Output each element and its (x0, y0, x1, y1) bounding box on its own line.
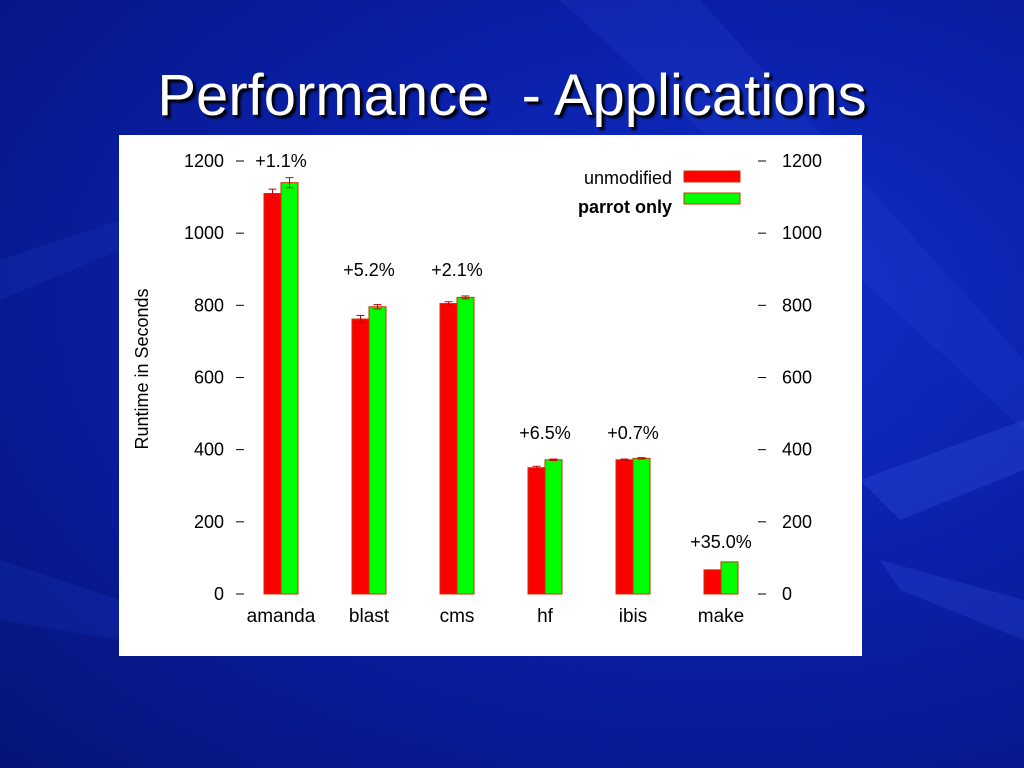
x-category-label: ibis (619, 606, 648, 627)
bar-cms-unmodified (439, 303, 458, 595)
bar-chart: Runtime in Seconds 0 0 200 200 400 400 600 600 8… (132, 151, 822, 627)
x-category-label: hf (537, 606, 554, 627)
y-tick-label-left: 400 (194, 440, 224, 460)
x-category-label: cms (440, 606, 475, 627)
y-tick-label-left: 1200 (184, 151, 224, 171)
bar-annotation: +5.2% (343, 260, 395, 280)
y-tick-label-right: 1000 (782, 223, 822, 243)
x-category-label: amanda (247, 606, 316, 627)
legend-swatch-parrot-only (683, 192, 741, 205)
bar-amanda-parrot-only (280, 182, 299, 595)
y-tick-label-left: 0 (214, 584, 224, 604)
y-tick-label-right: 800 (782, 295, 812, 315)
slide-title: Performance - Applications (157, 63, 867, 128)
y-tick-label-left: 200 (194, 512, 224, 532)
legend-swatch-unmodified (683, 170, 741, 183)
x-category-label: make (698, 606, 744, 627)
y-tick-label-right: 200 (782, 512, 812, 532)
bar-annotation: +0.7% (607, 423, 659, 443)
bar-blast-parrot-only (368, 306, 387, 595)
y-tick-label-left: 600 (194, 368, 224, 388)
bar-annotation: +1.1% (255, 151, 307, 171)
y-tick-label-right: 600 (782, 368, 812, 388)
legend: unmodified parrot only (578, 168, 741, 217)
y-tick-label-right: 1200 (782, 151, 822, 171)
bar-annotation: +6.5% (519, 423, 571, 443)
bar-annotation: +2.1% (431, 260, 483, 280)
chart-panel: Runtime in Seconds 0 0 200 200 400 400 600 600 8… (119, 135, 862, 656)
y-axis-label: Runtime in Seconds (132, 288, 152, 449)
bar-amanda-unmodified (263, 192, 282, 595)
bar-hf-parrot-only (544, 459, 563, 595)
y-tick-label-left: 800 (194, 295, 224, 315)
legend-label-unmodified: unmodified (584, 168, 672, 188)
bar-ibis-parrot-only (632, 457, 651, 595)
bar-ibis-unmodified (615, 459, 634, 595)
bar-hf-unmodified (527, 467, 546, 595)
bar-make-unmodified (703, 569, 722, 595)
bar-annotation: +35.0% (690, 532, 752, 552)
y-tick-label-right: 0 (782, 584, 792, 604)
bar-cms-parrot-only (456, 296, 475, 595)
legend-label-parrot-only: parrot only (578, 197, 672, 217)
y-tick-label-left: 1000 (184, 223, 224, 243)
bar-blast-unmodified (351, 318, 370, 595)
x-category-label: blast (349, 606, 390, 627)
y-tick-label-right: 400 (782, 440, 812, 460)
bar-make-parrot-only (720, 561, 739, 595)
